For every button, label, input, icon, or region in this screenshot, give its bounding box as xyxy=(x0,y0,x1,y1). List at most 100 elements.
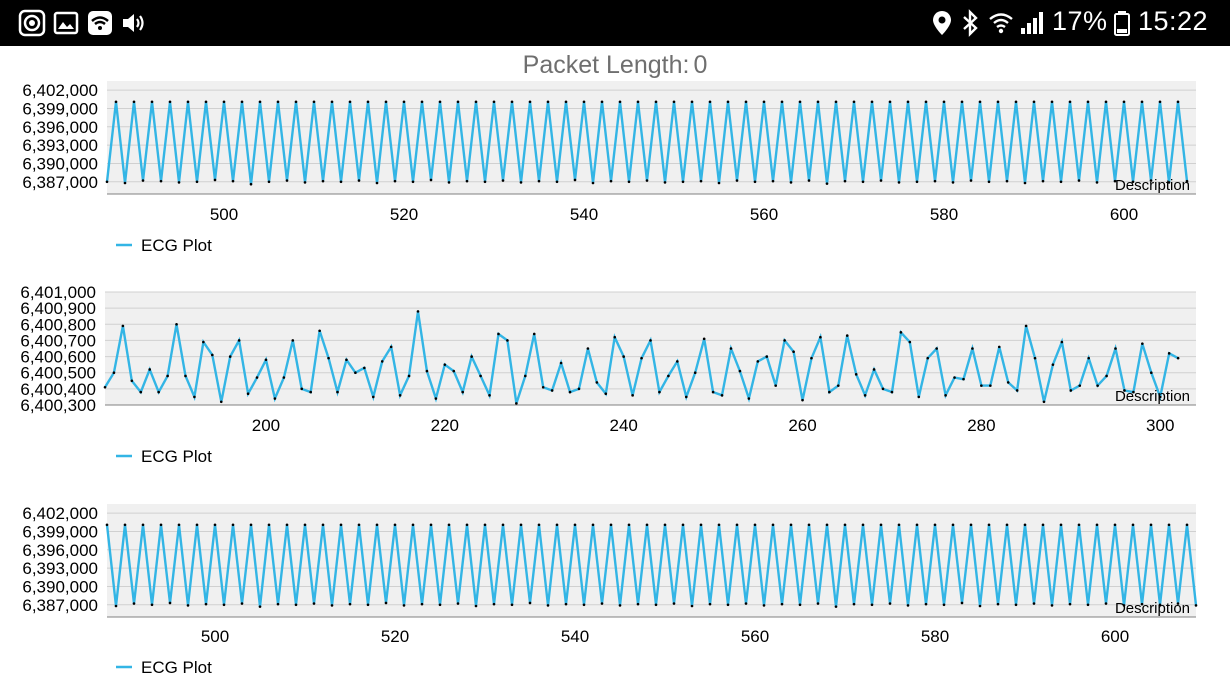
wifi-signal-icon xyxy=(989,13,1013,34)
data-point xyxy=(1167,523,1171,527)
data-point xyxy=(753,523,757,527)
data-point xyxy=(960,100,964,104)
data-point xyxy=(528,601,532,605)
data-point xyxy=(953,376,956,379)
data-point xyxy=(483,180,487,184)
x-tick-label: 600 xyxy=(1110,205,1138,224)
data-point xyxy=(1140,100,1144,104)
data-point xyxy=(150,100,154,104)
data-point xyxy=(636,602,640,606)
data-point xyxy=(141,179,145,182)
data-point xyxy=(744,100,748,104)
y-tick-label: 6,387,000 xyxy=(22,596,98,615)
data-point xyxy=(771,523,775,527)
data-point xyxy=(312,100,316,104)
data-point xyxy=(429,178,433,182)
data-point xyxy=(747,397,751,400)
data-point xyxy=(1078,384,1082,387)
data-point xyxy=(411,180,415,184)
legend-label: ECG Plot xyxy=(141,447,212,466)
y-tick-label: 6,393,000 xyxy=(22,136,98,155)
data-point xyxy=(618,100,622,104)
data-point xyxy=(568,390,572,394)
data-point xyxy=(222,603,226,607)
data-point xyxy=(663,523,667,527)
data-point xyxy=(130,379,134,383)
x-tick-label: 600 xyxy=(1101,627,1129,646)
data-point xyxy=(231,179,235,183)
data-point xyxy=(897,181,901,184)
ecg-chart-1[interactable]: 6,387,0006,390,0006,393,0006,396,0006,39… xyxy=(22,81,1196,255)
data-point xyxy=(510,100,514,104)
data-point xyxy=(345,358,348,362)
data-point xyxy=(989,384,992,387)
data-point xyxy=(1185,523,1189,527)
x-tick-label: 540 xyxy=(561,627,589,646)
data-point xyxy=(425,369,429,373)
data-point xyxy=(996,100,1000,104)
data-point xyxy=(708,100,712,104)
data-point xyxy=(951,181,955,184)
data-point xyxy=(339,180,343,184)
data-point xyxy=(595,381,599,384)
data-point xyxy=(348,602,352,606)
data-point xyxy=(1060,340,1064,344)
data-point xyxy=(483,523,487,527)
wifi-icon xyxy=(88,11,112,35)
data-point xyxy=(363,366,366,370)
data-point xyxy=(246,392,250,396)
data-point xyxy=(389,345,393,349)
data-point xyxy=(1123,389,1126,392)
data-point xyxy=(195,180,199,184)
data-point xyxy=(105,180,109,184)
data-point xyxy=(1014,603,1018,607)
series-line-ecg-plot xyxy=(105,524,1198,607)
data-point xyxy=(339,523,343,527)
data-point xyxy=(398,394,402,397)
data-point xyxy=(465,523,469,527)
data-point xyxy=(519,181,523,184)
data-point xyxy=(828,390,831,394)
data-point xyxy=(1194,604,1198,607)
data-point xyxy=(501,179,505,182)
data-point xyxy=(573,523,577,527)
data-point xyxy=(783,339,786,342)
data-point xyxy=(942,100,946,104)
x-tick-label: 220 xyxy=(431,416,459,435)
data-point xyxy=(384,601,388,605)
data-point xyxy=(1086,100,1090,104)
y-tick-label: 6,402,000 xyxy=(22,81,98,100)
data-point xyxy=(255,376,259,379)
data-point xyxy=(762,604,766,607)
data-point xyxy=(845,334,849,337)
x-tick-label: 300 xyxy=(1146,416,1174,435)
data-point xyxy=(1167,181,1171,184)
ecg-chart-2[interactable]: 6,400,3006,400,4006,400,5006,400,6006,40… xyxy=(20,283,1196,466)
data-point xyxy=(879,179,883,182)
data-point xyxy=(870,100,874,104)
data-point xyxy=(452,369,456,373)
data-point xyxy=(890,390,894,394)
data-point xyxy=(354,371,357,375)
ecg-chart-3[interactable]: 6,387,0006,390,0006,393,0006,396,0006,39… xyxy=(22,504,1198,677)
data-point xyxy=(586,347,590,350)
data-point xyxy=(1095,523,1099,527)
data-point xyxy=(532,332,536,336)
data-point xyxy=(285,523,289,527)
data-point xyxy=(438,100,442,104)
data-point xyxy=(969,179,973,182)
data-point xyxy=(249,523,253,527)
y-tick-label: 6,400,300 xyxy=(20,396,96,415)
data-point xyxy=(690,604,694,608)
data-point xyxy=(1122,604,1126,607)
data-point xyxy=(836,384,840,387)
data-point xyxy=(366,603,370,607)
y-tick-label: 6,400,700 xyxy=(20,331,96,350)
data-point xyxy=(816,100,820,104)
battery-percent: 17% xyxy=(1052,6,1108,36)
data-point xyxy=(267,523,271,527)
legend-label: ECG Plot xyxy=(141,236,212,255)
data-point xyxy=(177,181,181,184)
data-point xyxy=(429,523,433,527)
data-point xyxy=(159,179,163,183)
